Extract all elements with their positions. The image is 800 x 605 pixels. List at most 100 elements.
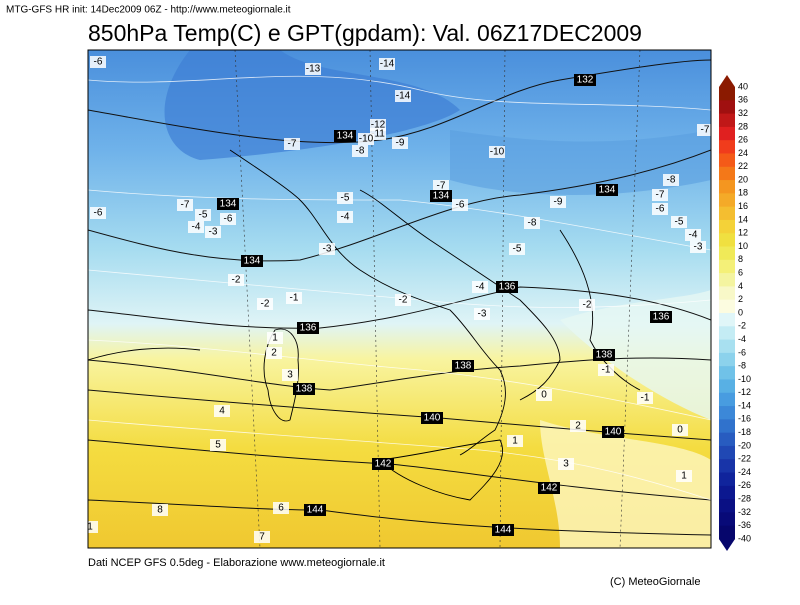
temperature-label: -1 <box>290 293 299 304</box>
colorbar-band <box>719 166 735 181</box>
temperature-label-box <box>205 226 221 238</box>
geopotential-label: 142 <box>541 483 558 494</box>
colorbar-label: -4 <box>738 334 746 344</box>
temperature-label: -2 <box>232 275 241 286</box>
colorbar-band <box>719 339 735 354</box>
temperature-label: -14 <box>396 91 411 102</box>
temperature-label: 0 <box>677 425 683 436</box>
temperature-label-box <box>305 63 321 75</box>
temperature-label: -10 <box>490 147 505 158</box>
temperature-label: -3 <box>209 227 218 238</box>
colorbar-label: 8 <box>738 254 743 264</box>
colorbar-band <box>719 113 735 128</box>
colorbar-label: 20 <box>738 174 748 184</box>
temperature-label: -13 <box>306 64 321 75</box>
colorbar-cap <box>719 539 735 551</box>
temperature-label-box <box>266 347 282 359</box>
cold-area <box>450 130 711 195</box>
colorbar-band <box>719 180 735 194</box>
colorbar-label: 26 <box>738 135 748 145</box>
mild-area <box>560 290 711 420</box>
temperature-label: -9 <box>554 197 563 208</box>
warm-area <box>540 420 711 548</box>
temperature-label: -2 <box>399 295 408 306</box>
map-title: 850hPa Temp(C) e GPT(gpdam): Val. 06Z17D… <box>88 20 642 46</box>
geopotential-label-box <box>421 412 443 424</box>
colorbar-cap <box>719 75 735 87</box>
temperature-label: -1 <box>602 365 611 376</box>
geopotential-label: 134 <box>433 191 450 202</box>
temperature-label-box <box>337 192 353 204</box>
temperature-label: -6 <box>656 204 665 215</box>
temperature-label: -6 <box>94 57 103 68</box>
temperature-label-box <box>152 504 168 516</box>
colorbar-label: 24 <box>738 148 748 158</box>
geopotential-label: 140 <box>424 413 441 424</box>
temperature-label-box <box>267 332 283 344</box>
temperature-label: -6 <box>456 200 465 211</box>
temperature-label-box <box>558 458 574 470</box>
temperature-label-box <box>395 90 411 102</box>
geopotential-label: 138 <box>596 350 613 361</box>
colorbar-label: -36 <box>738 520 751 530</box>
temperature-label: -4 <box>192 222 201 233</box>
colorbar-band <box>719 366 735 380</box>
temperature-label-box <box>671 216 687 228</box>
temperature-label: -3 <box>478 309 487 320</box>
temperature-label-box <box>472 281 488 293</box>
geopotential-label-box <box>297 322 319 334</box>
temperature-label: -5 <box>513 244 522 255</box>
geopotential-label-box <box>650 311 672 323</box>
colorbar-band <box>719 273 735 287</box>
isotherms <box>88 75 711 501</box>
temperature-label: 3 <box>287 370 293 381</box>
temperature-label-box <box>489 146 505 158</box>
temperature-label-box <box>663 174 679 186</box>
temperature-label-box <box>672 424 688 436</box>
temperature-label-box <box>507 435 523 447</box>
temperature-label-box <box>286 292 302 304</box>
temperature-label: -4 <box>476 282 485 293</box>
temperature-label: -10 <box>359 134 374 145</box>
temperature-label: -4 <box>341 212 350 223</box>
geopotential-label: 132 <box>577 75 594 86</box>
temperature-label: 2 <box>575 421 581 432</box>
colorbar-band <box>719 219 735 234</box>
temperature-label-box <box>550 196 566 208</box>
geopotential-label: 136 <box>300 323 317 334</box>
temperature-label: 1 <box>87 522 93 533</box>
temperature-label-box <box>210 439 226 451</box>
temperature-label-box <box>452 199 468 211</box>
header-info: MTG-GFS HR init: 14Dec2009 06Z - http://… <box>6 5 291 16</box>
colorbar-label: -40 <box>738 533 751 543</box>
geopotential-label-box <box>574 74 596 86</box>
cold-core <box>164 50 461 160</box>
colorbar-band <box>719 352 735 367</box>
colorbar-label: -18 <box>738 427 751 437</box>
colorbar-band <box>719 392 735 407</box>
temperature-label: -5 <box>675 217 684 228</box>
colorbar-label: 2 <box>738 294 743 304</box>
colorbar-label: 28 <box>738 121 748 131</box>
geopotential-label: 134 <box>244 256 261 267</box>
colorbar: 4036322826242220181614121086420-2-4-6-8-… <box>719 75 751 551</box>
colorbar-band <box>719 313 735 327</box>
temperature-label: -2 <box>261 299 270 310</box>
map: -6-13 -14-14-12-11-10-7-8-9-10-7-8-7-6-5-… <box>87 50 711 548</box>
temperature-label: -6 <box>224 214 233 225</box>
colorbar-band <box>719 100 735 115</box>
colorbar-label: 12 <box>738 228 748 238</box>
colorbar-band <box>719 406 735 420</box>
temperature-label-box <box>598 364 614 376</box>
geopotential-label: 140 <box>605 427 622 438</box>
colorbar-label: 16 <box>738 201 748 211</box>
colorbar-label: 10 <box>738 241 748 251</box>
colorbar-band <box>719 379 735 394</box>
colorbar-label: -8 <box>738 361 746 371</box>
colorbar-label: -2 <box>738 321 746 331</box>
temperature-label-box <box>220 213 236 225</box>
temperature-label-box <box>257 298 273 310</box>
temperature-label: -1 <box>641 393 650 404</box>
colorbar-band <box>719 193 735 208</box>
geopotential-label: 144 <box>495 525 512 536</box>
